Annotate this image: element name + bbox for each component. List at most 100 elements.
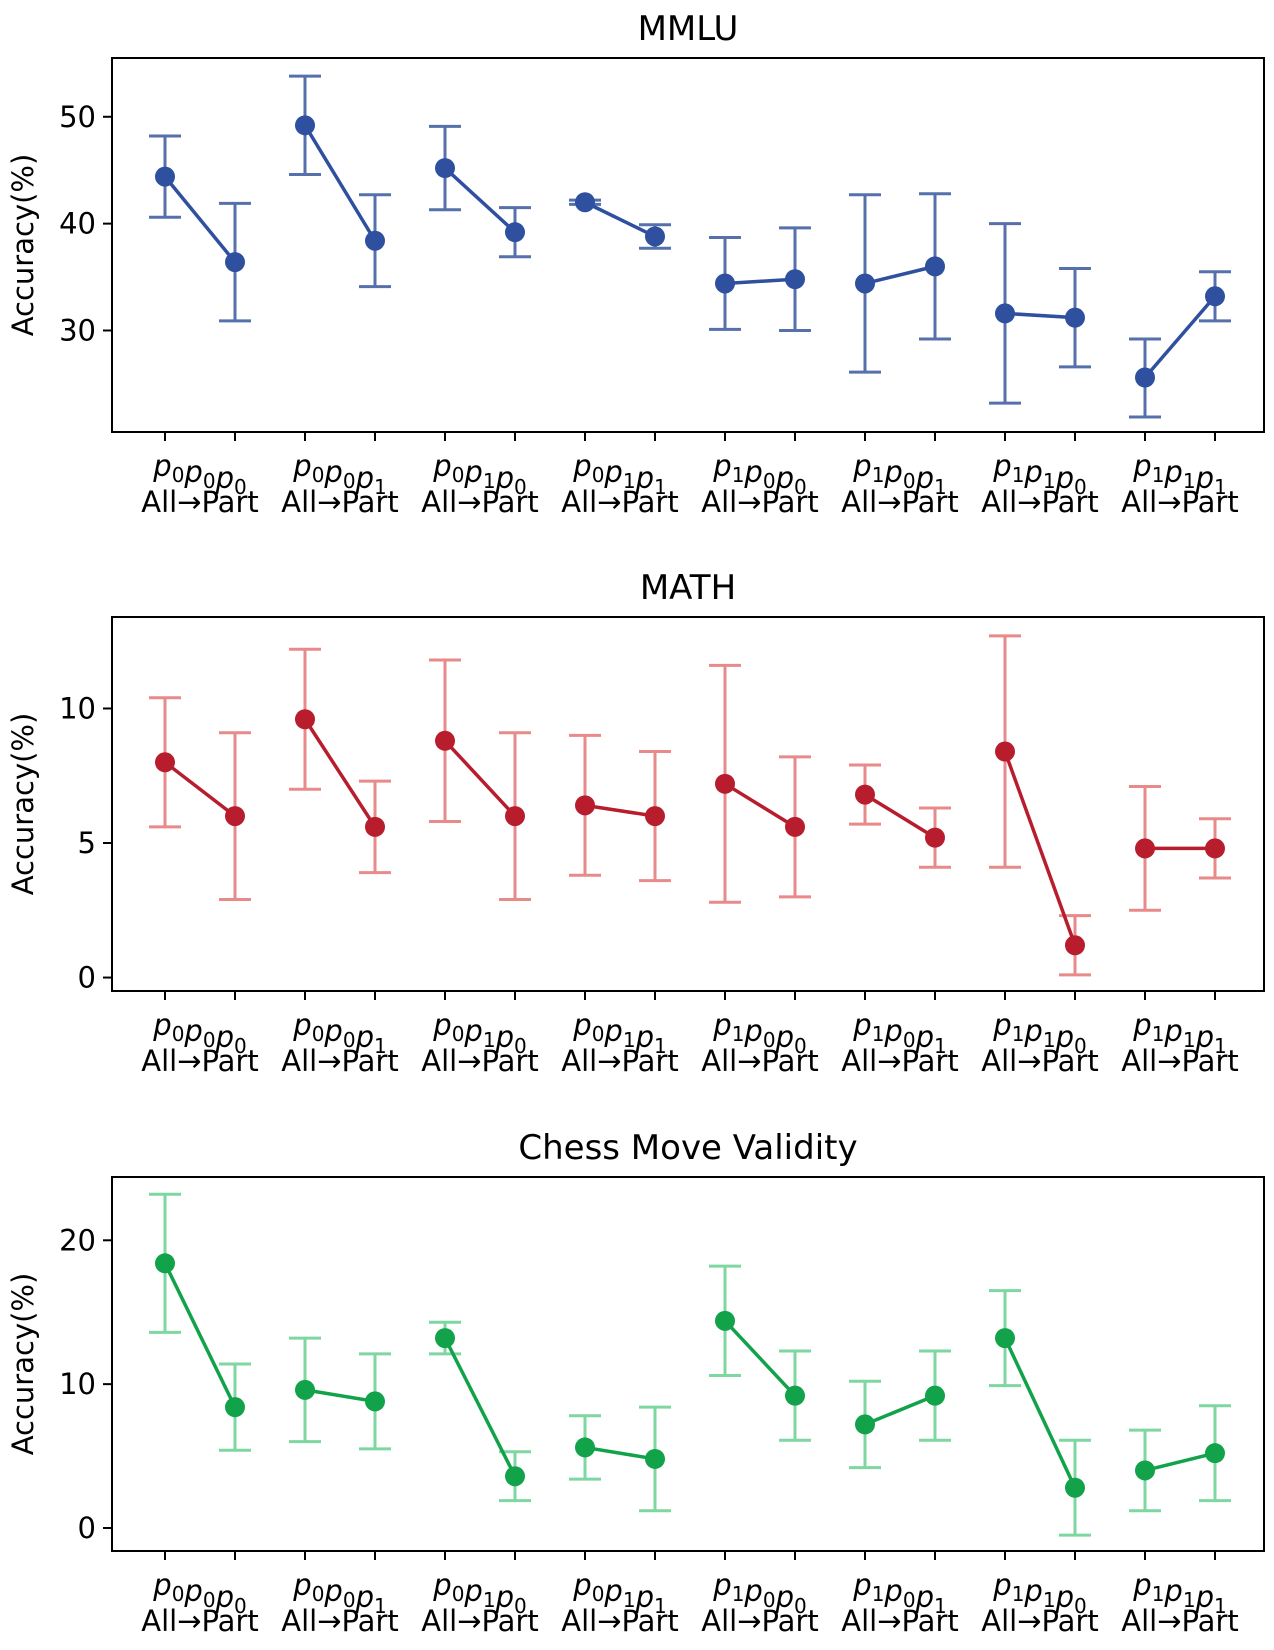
x-tick-label-line2: All→Part <box>701 1044 819 1078</box>
data-point <box>155 166 175 187</box>
x-tick-label: p1p0p1 <box>852 1008 946 1058</box>
x-tick-label-letter: p <box>355 461 374 495</box>
x-tick-label: p1p1p0 <box>992 449 1086 499</box>
x-tick-label-letter: p <box>992 449 1011 483</box>
x-tick-label-letter: p <box>743 455 762 489</box>
x-tick-label-line2: All→Part <box>421 485 539 519</box>
x-tick-label-line2: All→Part <box>561 1604 679 1638</box>
x-tick-label: p0p0p1 <box>292 1568 386 1618</box>
x-tick-label-letter: p <box>215 1020 234 1054</box>
x-tick-label-subscript: 1 <box>1012 1582 1025 1606</box>
x-tick-label-subscript: 1 <box>872 1582 885 1606</box>
x-tick-label-subscript: 0 <box>794 1034 807 1058</box>
data-point <box>645 1448 665 1469</box>
data-point <box>155 752 175 773</box>
x-tick-label-letter: p <box>603 455 622 489</box>
data-point <box>295 1379 315 1400</box>
x-tick-label: p0p1p1 <box>572 1008 666 1058</box>
x-tick-label-letter: p <box>915 1580 934 1614</box>
x-tick-label-letter: p <box>1163 1574 1182 1608</box>
series-line <box>443 1337 517 1477</box>
x-tick-label: p1p1p1 <box>1132 1568 1226 1618</box>
data-point <box>1135 838 1155 859</box>
x-tick-label-line2: All→Part <box>1121 1604 1239 1638</box>
x-tick-label-letter: p <box>152 1008 171 1042</box>
x-tick-label-subscript: 0 <box>514 475 527 499</box>
series-line <box>1003 1337 1077 1489</box>
x-tick-label-letter: p <box>1195 461 1214 495</box>
data-point <box>225 806 245 827</box>
x-tick-label-letter: p <box>883 1014 902 1048</box>
data-point <box>1205 838 1225 859</box>
x-tick-label: p1p0p1 <box>852 449 946 499</box>
y-tick-label: 20 <box>59 1223 96 1257</box>
series-line <box>304 1388 376 1404</box>
plot-frame <box>111 57 1265 433</box>
data-point <box>225 252 245 273</box>
x-tick-label-letter: p <box>1132 1008 1151 1042</box>
data-point <box>435 1328 455 1349</box>
x-tick-label: p0p1p0 <box>432 1568 526 1618</box>
series-line <box>1144 1451 1216 1473</box>
y-tick-label: 5 <box>78 826 96 860</box>
x-tick-label-letter: p <box>292 1568 311 1602</box>
x-tick-label-letter: p <box>1163 455 1182 489</box>
x-tick-label-letter: p <box>292 449 311 483</box>
x-tick-label-letter: p <box>712 1008 731 1042</box>
x-tick-label-subscript: 1 <box>732 1022 745 1046</box>
x-tick-label-letter: p <box>183 1014 202 1048</box>
data-point <box>785 269 805 290</box>
x-tick-label-line2: All→Part <box>1121 1044 1239 1078</box>
x-tick-label-subscript: 0 <box>452 1022 465 1046</box>
x-tick-label-subscript: 0 <box>312 1582 325 1606</box>
series-line <box>584 1445 656 1461</box>
x-tick-label-line2: All→Part <box>981 1604 1099 1638</box>
x-tick-label: p0p0p1 <box>292 1008 386 1058</box>
x-tick-label-subscript: 1 <box>1043 469 1056 493</box>
x-tick-label-letter: p <box>495 1020 514 1054</box>
x-tick-label-letter: p <box>323 1574 342 1608</box>
x-tick-label-letter: p <box>323 1014 342 1048</box>
x-tick-label-letter: p <box>1055 461 1074 495</box>
x-tick-label-line2: All→Part <box>841 485 959 519</box>
x-tick-label-letter: p <box>852 1568 871 1602</box>
x-tick-label-letter: p <box>603 1014 622 1048</box>
x-tick-label-line2: All→Part <box>841 1044 959 1078</box>
x-tick-label-letter: p <box>1195 1020 1214 1054</box>
x-tick-label-subscript: 0 <box>203 1588 216 1612</box>
x-tick-label-letter: p <box>463 455 482 489</box>
x-tick-label-subscript: 1 <box>623 1028 636 1052</box>
x-tick-label-subscript: 1 <box>483 469 496 493</box>
x-tick-label: p0p1p0 <box>432 449 526 499</box>
x-tick-label-subscript: 0 <box>172 1022 185 1046</box>
x-tick-label-letter: p <box>1163 1014 1182 1048</box>
data-point <box>1135 367 1155 388</box>
x-tick-label-subscript: 0 <box>172 1582 185 1606</box>
x-tick-label-subscript: 0 <box>1074 1594 1087 1618</box>
data-point <box>925 1385 945 1406</box>
x-tick-label-subscript: 1 <box>374 1034 387 1058</box>
data-point <box>505 222 525 243</box>
y-tick-label: 30 <box>59 313 96 347</box>
data-point <box>995 741 1015 762</box>
y-tick-label: 10 <box>59 1367 96 1401</box>
x-tick-label-line2: All→Part <box>981 1044 1099 1078</box>
series-line <box>724 782 796 829</box>
chart-title: MATH <box>640 568 736 608</box>
x-tick-label: p1p0p1 <box>852 1568 946 1618</box>
x-tick-label-subscript: 0 <box>312 1022 325 1046</box>
data-point <box>505 806 525 827</box>
series-line <box>1143 295 1217 379</box>
chart-panel-3: Chess Move ValidityAccuracy(%)01020p0p0p… <box>6 1128 1265 1638</box>
x-tick-label-line2: All→Part <box>701 485 819 519</box>
x-tick-label-subscript: 0 <box>203 1028 216 1052</box>
x-tick-label-subscript: 1 <box>623 1588 636 1612</box>
y-tick-label: 0 <box>78 961 96 995</box>
x-tick-label-letter: p <box>915 1020 934 1054</box>
x-tick-label-letter: p <box>992 1568 1011 1602</box>
x-tick-label-letter: p <box>292 1008 311 1042</box>
series-line <box>723 1319 797 1397</box>
x-tick-label-letter: p <box>572 1008 591 1042</box>
data-point <box>995 303 1015 324</box>
